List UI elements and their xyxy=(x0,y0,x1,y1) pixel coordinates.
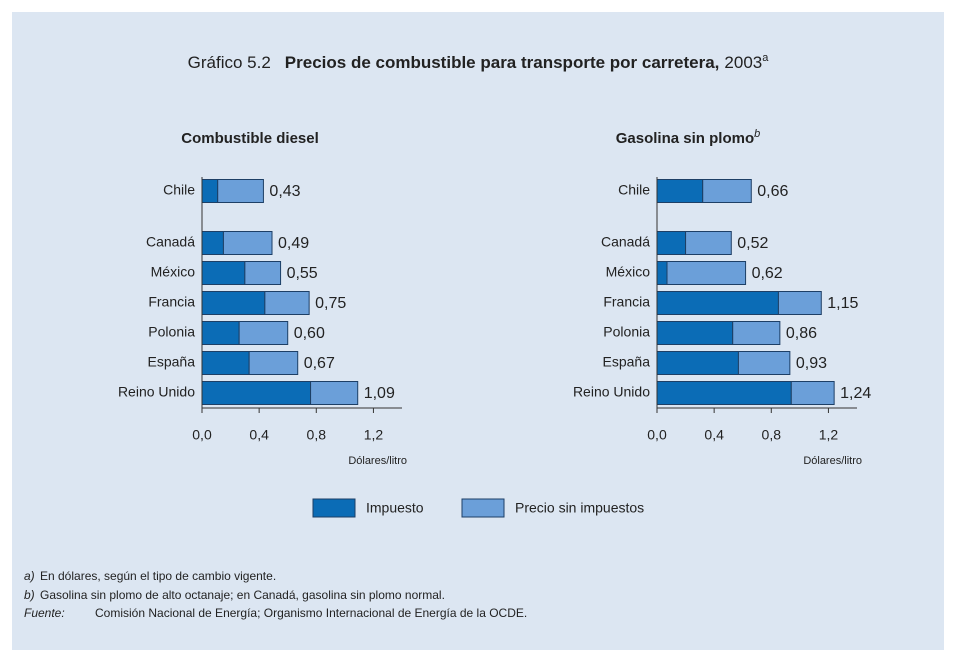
bar-segment xyxy=(685,231,732,255)
category-label: España xyxy=(148,354,196,370)
total-label: 0,93 xyxy=(796,355,827,372)
title-main: Precios de combustible para transporte p… xyxy=(285,53,720,72)
bar-segment xyxy=(248,351,299,375)
title-year: 2003 xyxy=(724,53,762,72)
bar-segment xyxy=(777,291,822,315)
total-label: 0,49 xyxy=(278,235,309,252)
legend-swatch xyxy=(312,498,356,518)
category-label: Francia xyxy=(603,294,650,310)
category-label: Polonia xyxy=(603,324,650,340)
bar-segment xyxy=(201,351,250,375)
footnote-text: En dólares, según el tipo de cambio vige… xyxy=(40,569,276,583)
total-label: 0,55 xyxy=(287,265,318,282)
bar-segment xyxy=(201,321,240,345)
subchart-title-text: Gasolina sin plomo xyxy=(616,130,754,147)
total-label: 0,43 xyxy=(269,183,300,200)
bar-segment xyxy=(656,231,687,255)
category-label: Canadá xyxy=(601,234,650,250)
category-label: Reino Unido xyxy=(118,384,195,400)
bar-segment xyxy=(790,381,835,405)
footnote-mark: a) xyxy=(24,569,35,583)
bar-segment xyxy=(201,381,312,405)
x-axis-label: Dólares/litro xyxy=(348,455,407,467)
x-tick-label: 0,8 xyxy=(307,427,327,443)
total-label: 0,52 xyxy=(737,235,768,252)
subchart-title: Combustible diesel xyxy=(181,130,319,147)
x-tick-label: 0,8 xyxy=(762,427,782,443)
legend-swatch xyxy=(461,498,505,518)
footnote-text: Comisión Nacional de Energía; Organismo … xyxy=(95,606,527,620)
x-tick-label: 1,2 xyxy=(364,427,384,443)
category-label: Chile xyxy=(618,182,650,198)
total-label: 1,15 xyxy=(827,295,858,312)
category-label: Polonia xyxy=(148,324,195,340)
subchart-title: Gasolina sin plomob xyxy=(616,128,760,147)
x-axis-label: Dólares/litro xyxy=(803,455,862,467)
bar-segment xyxy=(732,321,781,345)
bar-segment xyxy=(201,179,219,203)
bar-segment xyxy=(666,261,747,285)
bar-segment xyxy=(201,291,266,315)
bar-segment xyxy=(737,351,791,375)
total-label: 1,24 xyxy=(840,385,871,402)
panel xyxy=(12,12,944,650)
footnote-text: Gasolina sin plomo de alto octanaje; en … xyxy=(40,588,445,602)
bar-segment xyxy=(244,261,282,285)
bar-segment xyxy=(656,321,734,345)
category-label: Francia xyxy=(148,294,195,310)
total-label: 0,62 xyxy=(752,265,783,282)
bar-segment xyxy=(222,231,273,255)
legend-label: Impuesto xyxy=(366,500,424,516)
total-label: 0,75 xyxy=(315,295,346,312)
bar-segment xyxy=(310,381,359,405)
bar-segment xyxy=(201,261,246,285)
chart-title: Gráfico 5.2 Precios de combustible para t… xyxy=(188,52,770,73)
footnote-mark: b) xyxy=(24,588,35,602)
footnote-mark: Fuente: xyxy=(24,606,65,620)
bar-segment xyxy=(656,381,792,405)
x-tick-label: 1,2 xyxy=(819,427,839,443)
category-label: México xyxy=(606,264,651,280)
x-tick-label: 0,4 xyxy=(249,427,269,443)
bar-segment xyxy=(264,291,310,315)
title-prefix: Gráfico 5.2 xyxy=(188,53,271,72)
category-label: México xyxy=(151,264,196,280)
total-label: 0,60 xyxy=(294,325,325,342)
bar-segment xyxy=(656,291,779,315)
total-label: 0,67 xyxy=(304,355,335,372)
subchart-title-note: b xyxy=(754,128,760,140)
category-label: Canadá xyxy=(146,234,195,250)
total-label: 1,09 xyxy=(364,385,395,402)
bar-segment xyxy=(656,179,704,203)
category-label: España xyxy=(603,354,651,370)
x-tick-label: 0,0 xyxy=(192,427,212,443)
total-label: 0,86 xyxy=(786,325,817,342)
bar-segment xyxy=(702,179,752,203)
total-label: 0,66 xyxy=(757,183,788,200)
bar-segment xyxy=(217,179,264,203)
bar-segment xyxy=(238,321,289,345)
bar-segment xyxy=(201,231,224,255)
title-note: a xyxy=(762,52,769,64)
category-label: Chile xyxy=(163,182,195,198)
category-label: Reino Unido xyxy=(573,384,650,400)
bar-segment xyxy=(656,351,739,375)
legend-label: Precio sin impuestos xyxy=(515,500,644,516)
bar-segment xyxy=(656,261,668,285)
x-tick-label: 0,4 xyxy=(704,427,724,443)
x-tick-label: 0,0 xyxy=(647,427,667,443)
